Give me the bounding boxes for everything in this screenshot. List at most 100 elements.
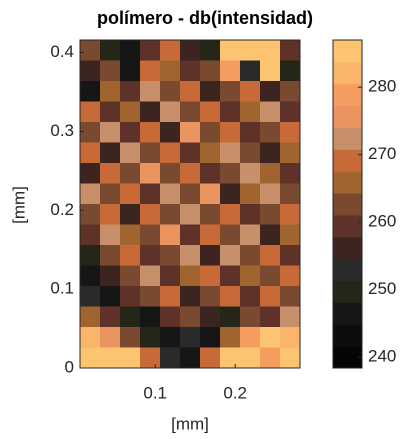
- heat-cell: [280, 101, 301, 123]
- y-tick-label: 0: [65, 357, 74, 376]
- heat-cell: [120, 224, 141, 246]
- heat-cell: [140, 327, 161, 348]
- colorbar-segment: [333, 149, 362, 172]
- heat-cell: [120, 122, 141, 143]
- heat-cell: [120, 142, 141, 164]
- heat-cell: [160, 245, 181, 266]
- heat-cell: [120, 60, 141, 82]
- colorbar-tick-label: 260: [368, 212, 396, 231]
- heat-cell: [200, 245, 221, 266]
- heat-cell: [140, 60, 161, 82]
- colorbar-tick-label: 250: [368, 279, 396, 298]
- x-tick-label: 0.2: [223, 383, 247, 402]
- heat-cell: [120, 204, 141, 225]
- heat-cell: [80, 347, 101, 369]
- heat-cell: [160, 101, 181, 123]
- heat-cell: [120, 101, 141, 123]
- x-axis-label: [mm]: [171, 414, 209, 433]
- heat-cell: [140, 183, 161, 205]
- heat-cell: [140, 265, 161, 287]
- heat-cell: [220, 81, 241, 102]
- heat-cell: [200, 224, 221, 246]
- heat-cell: [200, 60, 221, 82]
- heat-cell: [260, 81, 281, 102]
- heat-cell: [280, 224, 301, 246]
- heat-cell: [260, 327, 281, 348]
- heat-cell: [160, 265, 181, 287]
- heat-cell: [280, 40, 301, 61]
- heat-cell: [180, 163, 201, 184]
- heat-cell: [260, 122, 281, 143]
- heat-cell: [140, 163, 161, 184]
- heat-cell: [220, 163, 241, 184]
- heat-cell: [260, 245, 281, 266]
- colorbar-segment: [333, 346, 362, 369]
- colorbar-segment: [333, 105, 362, 128]
- heat-cell: [140, 142, 161, 164]
- heat-cell: [100, 327, 121, 348]
- colorbar-segment: [333, 258, 362, 282]
- heat-cell: [280, 163, 301, 184]
- heat-cell: [120, 265, 141, 287]
- colorbar-segment: [333, 236, 362, 260]
- heat-cell: [180, 60, 201, 82]
- heat-cell: [200, 265, 221, 287]
- heat-cell: [160, 40, 181, 61]
- heat-cell: [280, 122, 301, 143]
- heat-cell: [160, 204, 181, 225]
- heat-cell: [240, 101, 261, 123]
- heat-cell: [180, 101, 201, 123]
- heat-cell: [280, 81, 301, 102]
- heat-cell: [220, 142, 241, 164]
- heat-cell: [260, 265, 281, 287]
- heat-cell: [220, 204, 241, 225]
- heat-cell: [220, 327, 241, 348]
- heat-cell: [180, 183, 201, 205]
- chart-title: polímero - db(intensidad): [97, 8, 313, 28]
- heat-cell: [220, 183, 241, 205]
- heat-cell: [120, 81, 141, 102]
- heat-cell: [140, 81, 161, 102]
- heat-cell: [240, 306, 261, 328]
- heat-cell: [240, 122, 261, 143]
- heat-cell: [240, 224, 261, 246]
- heat-cell: [280, 183, 301, 205]
- heat-cell: [200, 163, 221, 184]
- heat-cell: [80, 286, 101, 307]
- heat-cell: [240, 245, 261, 266]
- heat-cell: [240, 327, 261, 348]
- heat-cell: [140, 286, 161, 307]
- heat-cell: [120, 347, 141, 369]
- heat-cell: [80, 245, 101, 266]
- heat-cell: [200, 306, 221, 328]
- heat-cell: [240, 347, 261, 369]
- heat-cell: [180, 81, 201, 102]
- heat-cell: [180, 204, 201, 225]
- heat-cell: [140, 122, 161, 143]
- heat-cell: [180, 122, 201, 143]
- heat-cell: [280, 327, 301, 348]
- heat-cell: [180, 40, 201, 61]
- heat-cell: [220, 60, 241, 82]
- heat-cell: [100, 245, 121, 266]
- heat-cell: [200, 101, 221, 123]
- heat-cell: [260, 306, 281, 328]
- heat-cell: [220, 265, 241, 287]
- heat-cell: [120, 183, 141, 205]
- colorbar-segment: [333, 214, 362, 238]
- colorbar-segment: [333, 302, 362, 325]
- colorbar-box: [332, 39, 363, 369]
- heat-cell: [160, 81, 181, 102]
- heat-cell: [180, 286, 201, 307]
- heat-cell: [200, 327, 221, 348]
- heat-cell: [240, 163, 261, 184]
- heat-cell: [220, 306, 241, 328]
- heat-cell: [160, 306, 181, 328]
- colorbar-segment: [333, 193, 362, 216]
- heat-cell: [160, 347, 181, 369]
- heat-cell: [160, 163, 181, 184]
- heat-cell: [200, 40, 221, 61]
- heat-cell: [100, 224, 121, 246]
- heat-cell: [120, 286, 141, 307]
- heat-cell: [260, 101, 281, 123]
